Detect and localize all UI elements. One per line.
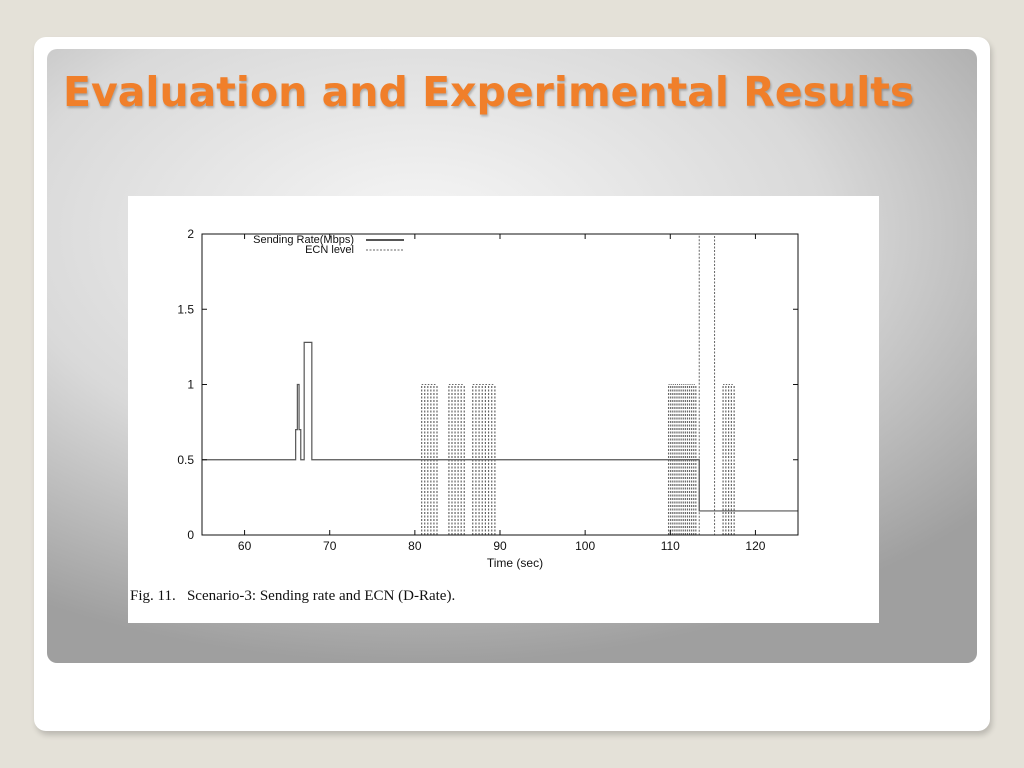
legend-label-ecn-level: ECN level <box>305 244 354 256</box>
x-tick-label-80: 80 <box>408 539 422 553</box>
x-tick-label-110: 110 <box>661 539 680 553</box>
figure-caption: Fig. 11. Scenario-3: Sending rate and EC… <box>130 588 456 604</box>
legend-label-sending-rate: Sending Rate(Mbps) <box>253 234 354 246</box>
y-tick-label-0: 0 <box>187 528 194 542</box>
y-tick-label-1: 0.5 <box>177 453 194 467</box>
x-tick-label-70: 70 <box>323 539 337 553</box>
y-tick-label-3: 1.5 <box>177 302 194 316</box>
x-axis-label: Time (sec) <box>487 556 543 570</box>
x-tick-label-100: 100 <box>575 539 595 553</box>
x-tick-label-60: 60 <box>238 539 252 553</box>
slide-title: Evaluation and Experimental Results <box>63 68 915 116</box>
y-tick-label-4: 2 <box>187 227 194 241</box>
chart: 60 70 80 90 100 110 120 0 0.5 1 1.5 2 Time (sec) Send… <box>177 227 799 570</box>
ecn-level-line <box>202 233 798 536</box>
x-tick-label-90: 90 <box>493 539 507 553</box>
sending-rate-line <box>202 341 798 512</box>
figure: 60 70 80 90 100 110 120 0 0.5 1 1.5 2 Time (sec) Send… <box>128 196 879 623</box>
plot-frame <box>201 233 799 536</box>
x-tick-label-120: 120 <box>745 539 765 553</box>
y-tick-label-2: 1 <box>187 378 194 392</box>
